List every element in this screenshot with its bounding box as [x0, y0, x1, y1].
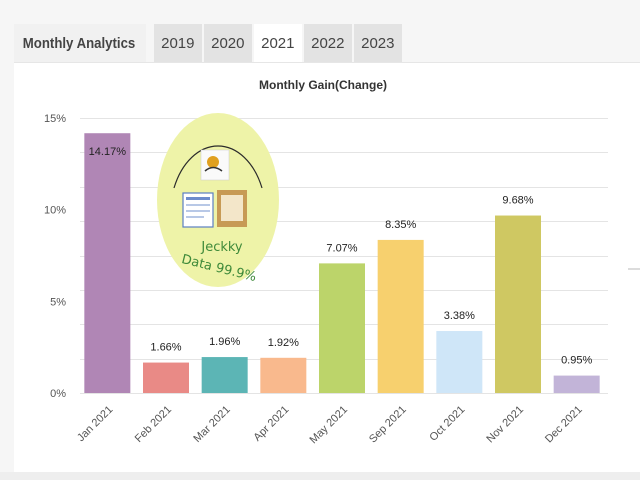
bar-value-label: 14.17%: [89, 146, 127, 158]
bar-value-label: 9.68%: [502, 195, 533, 207]
bars: 14.17% 1.66% 1.96% 1.92% 7.07% 8.35% 3.38% 9.68…: [84, 133, 600, 393]
certificate-line-icon: [186, 197, 210, 200]
bar: [436, 331, 483, 393]
tab-bar: Monthly Analytics 2019 2020 2021 2022 20…: [14, 24, 640, 62]
bar-value-label: 1.92%: [268, 337, 299, 349]
panel-divider: [628, 268, 640, 270]
bar: [201, 357, 248, 393]
award-paper-icon: [221, 195, 243, 221]
logo-sun-icon: [207, 156, 219, 168]
x-tick-label: Nov 2021: [484, 404, 526, 446]
bar-value-label: 0.95%: [561, 355, 592, 367]
bar: [319, 263, 365, 393]
x-tick-label: Feb 2021: [133, 404, 174, 445]
bottom-strip: [0, 472, 640, 480]
bar: [143, 362, 189, 393]
logo-wing-icon: [204, 166, 223, 172]
chart-title: Monthly Gain(Change): [259, 78, 387, 92]
watermark-name: Jeckky: [200, 240, 243, 255]
x-tick-label: Sep 2021: [367, 404, 409, 446]
y-tick-label: 15%: [44, 113, 66, 125]
tab-2022[interactable]: 2022: [303, 24, 352, 62]
x-axis: Jan 2021 Feb 2021 Mar 2021 Apr 2021 May 2021…: [75, 404, 585, 447]
widget-title: Monthly Analytics: [14, 24, 146, 62]
tab-2019[interactable]: 2019: [153, 24, 202, 62]
watermark-arc: [173, 145, 263, 189]
certificate-line-icon: [186, 216, 204, 218]
x-tick-label: Mar 2021: [191, 404, 232, 445]
tab-2020[interactable]: 2020: [203, 24, 252, 62]
x-tick-label: Dec 2021: [543, 404, 585, 446]
x-tick-label: Apr 2021: [251, 404, 291, 444]
bar: [495, 215, 541, 393]
bar-value-label: 1.66%: [150, 342, 181, 354]
bar: [260, 357, 307, 393]
y-tick-label: 0%: [50, 388, 66, 400]
tab-2023[interactable]: 2023: [353, 24, 402, 62]
bar: [84, 133, 131, 393]
x-tick-label: Oct 2021: [427, 404, 467, 444]
watermark-badge: Jeckky Data 99.9%: [157, 113, 279, 287]
y-tick-label: 5%: [50, 296, 66, 308]
bar-value-label: 7.07%: [326, 242, 357, 254]
certificate-line-icon: [186, 204, 210, 206]
y-tick-label: 10%: [44, 205, 66, 217]
bar-value-label: 3.38%: [444, 310, 475, 322]
y-axis: 0% 5% 10% 15%: [44, 113, 66, 400]
x-tick-label: Jan 2021: [75, 404, 115, 444]
tab-2021[interactable]: 2021: [253, 24, 302, 62]
x-tick-label: May 2021: [307, 404, 350, 447]
certificate-line-icon: [186, 210, 210, 212]
bar-value-label: 1.96%: [209, 336, 240, 348]
bar: [377, 239, 424, 393]
bar-value-label: 8.35%: [385, 219, 416, 231]
bar: [553, 375, 600, 393]
